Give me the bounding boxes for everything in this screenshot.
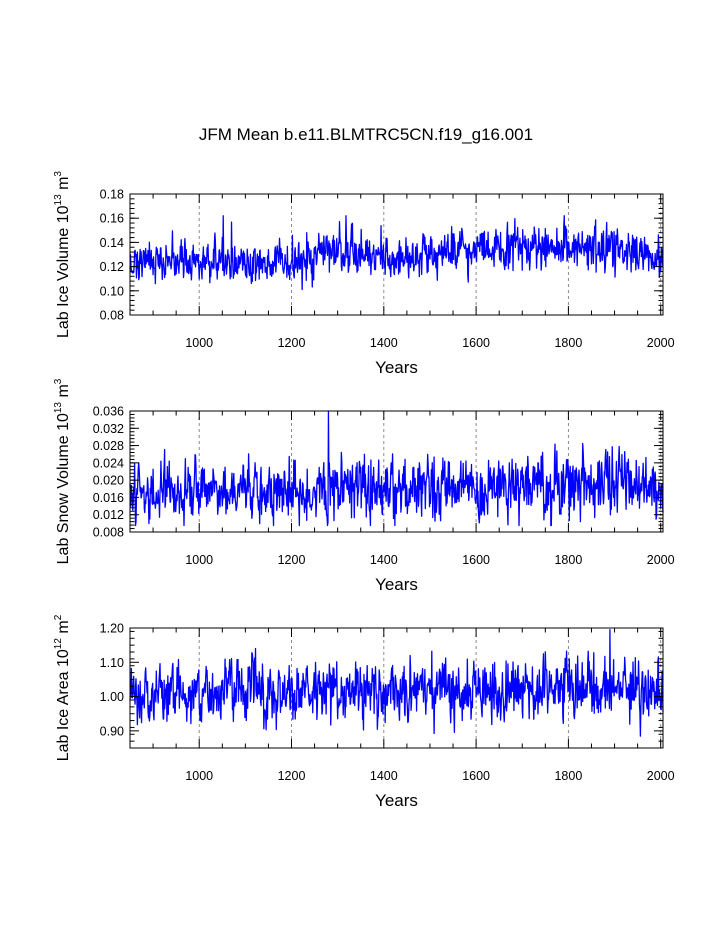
y-axis-title-unit-exponent: 3 xyxy=(53,171,64,177)
y-tick-label: 0.008 xyxy=(93,526,124,540)
y-tick-label: 0.90 xyxy=(100,724,124,738)
y-tick-label: 0.18 xyxy=(100,188,124,202)
panel-ice-volume: 1000 1200 1400 1600 1800 2000 Years 0.08 0.10 0.1… xyxy=(53,171,675,377)
plot-frame xyxy=(129,410,664,533)
y-tick-label: 0.12 xyxy=(100,260,124,274)
y-tick-label: 0.012 xyxy=(93,508,124,522)
y-axis-title-text: Lab Ice Volume 10 xyxy=(55,205,72,338)
x-tick-label: 1800 xyxy=(554,336,582,350)
y-axis-title: Lab Ice Area 1012 m2 xyxy=(53,614,72,761)
y-tick-label: 0.020 xyxy=(93,474,124,488)
x-tick-label: 1000 xyxy=(185,336,213,350)
x-axis-title: Years xyxy=(375,791,418,810)
y-axis-title-unit: m xyxy=(55,620,72,638)
y-axis-title-unit: m xyxy=(55,177,72,195)
x-tick-label: 1400 xyxy=(370,553,398,567)
x-tick-label: 2000 xyxy=(647,336,675,350)
y-tick-label: 0.016 xyxy=(93,491,124,505)
x-tick-label: 1000 xyxy=(185,553,213,567)
plot-frame xyxy=(129,627,664,749)
y-axis-title-exponent: 13 xyxy=(53,402,64,414)
x-tick-label: 1200 xyxy=(278,553,306,567)
y-axis-title-text: Lab Ice Area 10 xyxy=(55,649,72,761)
y-tick-label: 0.028 xyxy=(93,439,124,453)
y-tick-label: 0.10 xyxy=(100,284,124,298)
plot-frame xyxy=(129,193,664,316)
y-axis-title: Lab Snow Volume 1013 m3 xyxy=(53,378,72,564)
y-tick-label: 0.16 xyxy=(100,212,124,226)
y-tick-label: 0.032 xyxy=(93,422,124,436)
y-tick-label: 0.14 xyxy=(100,236,124,250)
x-tick-label: 2000 xyxy=(647,553,675,567)
figure-title: JFM Mean b.e11.BLMTRC5CN.f19_g16.001 xyxy=(199,125,533,144)
y-tick-label: 0.036 xyxy=(93,405,124,419)
x-tick-label: 1000 xyxy=(185,769,213,783)
x-axis-title: Years xyxy=(375,358,418,377)
y-axis-title-unit-exponent: 3 xyxy=(53,378,64,384)
panel-ice-area: 1000 1200 1400 1600 1800 2000 Years 0.90 1.00 1.1… xyxy=(53,614,675,810)
x-tick-label: 1600 xyxy=(462,336,490,350)
y-axis-title: Lab Ice Volume 1013 m3 xyxy=(53,171,72,338)
x-tick-label: 1800 xyxy=(554,553,582,567)
y-axis-title-exponent: 13 xyxy=(53,194,64,206)
x-axis-title: Years xyxy=(375,575,418,594)
x-tick-label: 1600 xyxy=(462,553,490,567)
x-tick-label: 2000 xyxy=(647,769,675,783)
y-axis-title-exponent: 12 xyxy=(53,638,64,650)
x-tick-label: 1400 xyxy=(370,336,398,350)
y-axis-title-unit-exponent: 2 xyxy=(53,614,64,620)
x-tick-label: 1600 xyxy=(462,769,490,783)
y-tick-label: 0.024 xyxy=(93,456,124,470)
y-tick-label: 1.10 xyxy=(100,656,124,670)
y-tick-label: 1.00 xyxy=(100,690,124,704)
series-line xyxy=(129,215,664,291)
x-tick-label: 1800 xyxy=(554,769,582,783)
x-tick-label: 1200 xyxy=(278,769,306,783)
series-line xyxy=(129,410,664,527)
y-tick-label: 0.08 xyxy=(100,309,124,323)
panel-snow-volume: 1000 1200 1400 1600 1800 2000 Years 0.008 0.012 0… xyxy=(53,378,675,594)
series-line xyxy=(129,629,664,737)
x-tick-label: 1200 xyxy=(278,336,306,350)
x-tick-label: 1400 xyxy=(370,769,398,783)
y-axis-title-unit: m xyxy=(55,384,72,402)
y-axis-title-text: Lab Snow Volume 10 xyxy=(55,413,72,564)
y-tick-label: 1.20 xyxy=(100,622,124,636)
